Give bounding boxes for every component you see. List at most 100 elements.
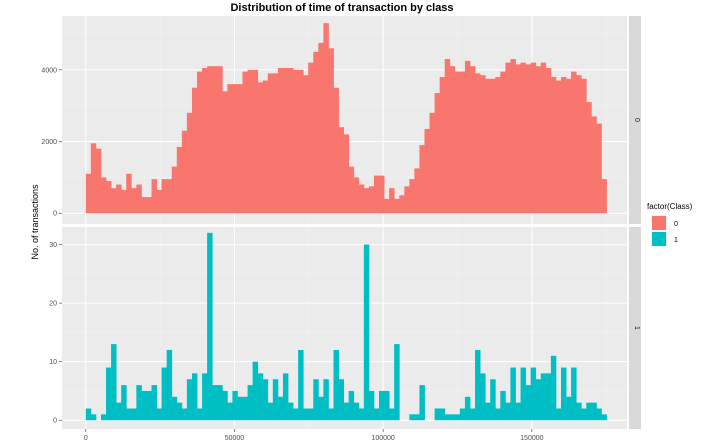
histogram-bar	[338, 127, 345, 214]
histogram-bar	[232, 390, 238, 421]
y-tick-label: 2000	[41, 139, 57, 146]
histogram-bar	[566, 78, 572, 214]
histogram-bar	[540, 62, 547, 214]
histogram-bar	[181, 130, 188, 214]
y-tick-label: 0	[53, 418, 57, 425]
histogram-bar	[318, 396, 324, 421]
histogram-bar	[449, 414, 456, 421]
histogram-bar	[141, 197, 147, 214]
histogram-bar	[530, 62, 537, 214]
histogram-bar	[116, 184, 122, 214]
histogram-bar	[288, 402, 294, 421]
histogram-bar	[90, 414, 97, 421]
histogram-bar	[358, 408, 365, 421]
histogram-bar	[95, 148, 102, 214]
histogram-bar	[252, 69, 259, 214]
histogram-bar	[394, 198, 400, 214]
histogram-bar	[495, 408, 501, 421]
histogram-bar	[308, 62, 314, 214]
legend-label-0: 0	[674, 221, 678, 228]
histogram-bar	[111, 344, 117, 421]
histogram-bar	[399, 195, 405, 214]
histogram-bar	[237, 396, 243, 421]
histogram-bar	[363, 188, 370, 214]
histogram-bar	[525, 64, 532, 214]
histogram-bar	[525, 385, 532, 421]
histogram-bar	[288, 68, 294, 214]
histogram-bar	[106, 180, 112, 214]
histogram-bar	[171, 396, 178, 421]
histogram-bar	[257, 373, 264, 421]
histogram-bar	[586, 402, 592, 421]
histogram-bar	[485, 402, 491, 421]
histogram-bar	[368, 390, 375, 421]
histogram-bar	[505, 62, 511, 214]
histogram-bar	[505, 402, 511, 421]
histogram-bar	[348, 166, 355, 214]
histogram-bar	[545, 373, 552, 421]
histogram-bar	[535, 66, 542, 214]
legend-label-1: 1	[674, 237, 678, 244]
histogram-bar	[510, 367, 516, 421]
legend-swatch-0	[652, 216, 666, 230]
histogram-bar	[490, 78, 496, 214]
histogram-bar	[444, 414, 451, 421]
histogram-bar	[384, 390, 390, 421]
histogram-bar	[338, 379, 345, 421]
histogram-bar	[308, 408, 314, 421]
y-axis-ticks: 0 2000 4000	[41, 67, 62, 218]
histogram-bar	[500, 71, 506, 214]
histogram-bar	[126, 173, 132, 214]
histogram-bars-class-0	[85, 23, 607, 214]
histogram-bar	[202, 68, 208, 214]
histogram-bar	[434, 93, 441, 214]
histogram-bar	[454, 414, 461, 421]
facet-strip-label: 0	[633, 118, 640, 122]
histogram-bar	[409, 414, 415, 421]
histogram-bar	[217, 66, 223, 214]
histogram-bar	[222, 390, 228, 421]
histogram-bar	[121, 189, 127, 214]
histogram-bar	[237, 84, 243, 214]
histogram-bar	[404, 186, 410, 214]
histogram-bar	[343, 402, 350, 421]
histogram-bar	[136, 184, 142, 214]
histogram-bar	[515, 64, 521, 214]
histogram-bar	[90, 143, 97, 214]
histogram-bar	[469, 408, 476, 421]
histogram-bar	[121, 385, 127, 421]
histogram-bar	[389, 408, 395, 421]
histogram-bar	[439, 76, 446, 214]
histogram-bar	[409, 179, 415, 214]
histogram-bar	[161, 367, 168, 421]
histogram-bar	[550, 76, 557, 214]
histogram-bar	[303, 75, 309, 214]
y-axis-label: No. of transactions	[30, 184, 40, 260]
histogram-bar	[202, 373, 208, 421]
histogram-bar	[459, 408, 466, 421]
histogram-bar	[596, 123, 602, 214]
histogram-bar	[126, 408, 132, 421]
histogram-bar	[242, 396, 248, 421]
histogram-bar	[576, 75, 582, 214]
histogram-bar	[247, 69, 254, 214]
histogram-bar	[500, 390, 506, 421]
x-axis-ticks: 0 50000 100000 150000	[84, 429, 544, 442]
histogram-bar	[207, 232, 213, 421]
histogram-bar	[414, 414, 420, 421]
histogram-bar	[373, 408, 380, 421]
histogram-bar	[313, 51, 319, 214]
histogram-bar	[166, 179, 173, 214]
histogram-bar	[323, 23, 329, 214]
y-tick-label: 10	[49, 359, 57, 366]
histogram-bar	[389, 188, 395, 214]
histogram-bar	[141, 390, 147, 421]
histogram-bar	[555, 408, 562, 421]
histogram-bar	[176, 402, 183, 421]
histogram-bar	[100, 177, 107, 214]
y-axis-ticks: 0 10 20 30	[49, 242, 62, 425]
histogram-bar	[293, 408, 299, 421]
legend-title: factor(Class)	[647, 202, 693, 211]
y-tick-label: 0	[53, 211, 57, 218]
facet-panel-class-0: 0 2000 4000 0	[41, 16, 641, 224]
